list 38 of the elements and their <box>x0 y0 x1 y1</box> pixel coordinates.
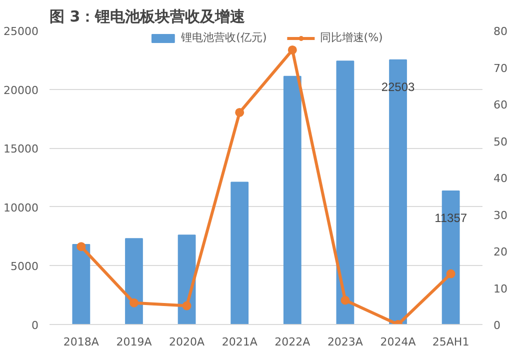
x-tick-label: 2022A <box>274 336 311 348</box>
y2-tick-label: 10 <box>494 282 508 296</box>
bar <box>336 60 354 324</box>
y-tick-label: 5000 <box>10 260 39 274</box>
bar <box>230 182 249 324</box>
x-tick-label: 2023A <box>327 336 364 348</box>
x-tick-label: 2021A <box>222 336 258 348</box>
x-tick-label: 2024A <box>380 336 416 348</box>
bar <box>125 238 143 324</box>
y2-tick-label: 30 <box>494 208 508 222</box>
y-tick-label: 20000 <box>4 84 39 97</box>
y-tick-label: 25000 <box>4 25 39 38</box>
y2-tick-label: 40 <box>494 172 508 185</box>
point <box>340 296 350 305</box>
y2-tick-label: 0 <box>494 319 500 332</box>
y2-tick-label: 60 <box>494 98 508 112</box>
point <box>76 242 86 252</box>
chart-title: 图 3：锂电池板块营收及增速 <box>50 8 246 26</box>
x-tick-label: 2019A <box>116 336 152 348</box>
y-tick-label: 15000 <box>4 142 39 156</box>
point <box>446 269 456 278</box>
y2-tick-label: 50 <box>494 135 508 148</box>
y-tick-label: 0 <box>32 319 38 332</box>
y2-tick-label: 20 <box>494 246 508 258</box>
y-tick-label: 10000 <box>4 201 39 214</box>
bar <box>283 76 302 324</box>
x-tick-label: 25AH1 <box>432 336 470 348</box>
legend-label: 锂电池营收(亿元) <box>181 30 267 45</box>
point <box>288 45 297 54</box>
point <box>235 108 244 117</box>
x-tick-label: 2020A <box>169 336 206 348</box>
y2-tick-label: 70 <box>494 62 508 75</box>
point <box>129 298 138 308</box>
y2-tick-label: 80 <box>494 25 508 38</box>
point <box>182 301 192 310</box>
bar <box>72 244 90 324</box>
legend-label: 同比增速(%) <box>320 30 383 45</box>
x-tick-label: 2018A <box>63 336 100 348</box>
